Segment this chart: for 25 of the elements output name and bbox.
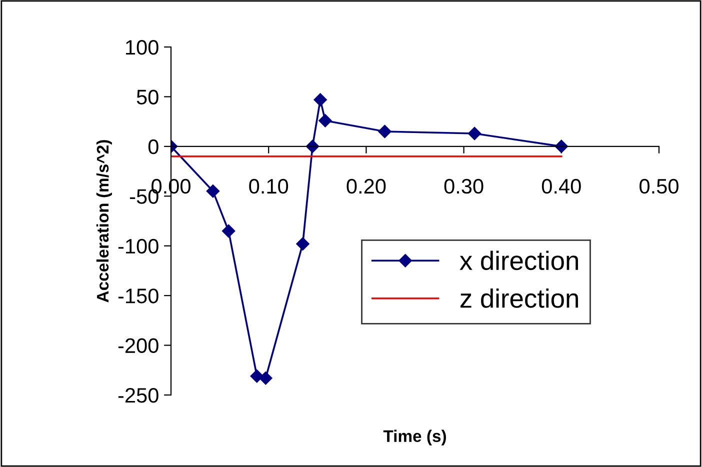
x-tick-label: 0.10 xyxy=(249,178,288,194)
y-axis-title: Acceleration (m/s^2) xyxy=(96,140,112,302)
x-tick-label: 0.20 xyxy=(346,178,386,194)
point xyxy=(554,140,568,154)
point xyxy=(318,114,332,128)
point xyxy=(259,372,272,385)
y-tick-label: -200 xyxy=(118,338,158,354)
x-tick-label: 0.50 xyxy=(640,178,678,194)
point xyxy=(206,184,220,198)
point xyxy=(468,126,482,140)
x-axis-title: Time (s) xyxy=(383,430,446,446)
y-tick-label: -100 xyxy=(118,238,158,254)
y-tick-label: -150 xyxy=(118,288,158,304)
y-tick-label: 50 xyxy=(136,90,158,104)
x-tick-label: 0.40 xyxy=(542,178,581,194)
legend-label: z direction xyxy=(460,288,578,308)
x-tick-label: 0.30 xyxy=(444,178,484,194)
point xyxy=(296,237,310,250)
y-tick-label: 0 xyxy=(148,139,158,154)
legend-label: x direction xyxy=(460,250,578,270)
y-tick-label: 100 xyxy=(126,40,158,55)
point xyxy=(222,224,236,238)
point xyxy=(378,124,392,138)
point xyxy=(314,93,327,106)
y-tick-label: -250 xyxy=(118,388,158,403)
